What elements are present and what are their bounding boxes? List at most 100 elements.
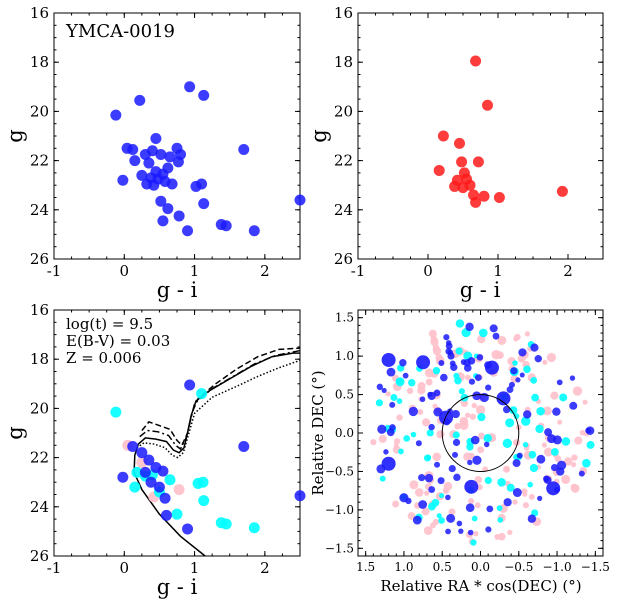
field-star [509,406,518,415]
member-star [486,505,494,513]
field-point [196,388,208,400]
y-tick-label: 24 [30,498,49,516]
member-star [386,428,395,437]
y-tick-label: 22 [334,152,353,170]
background-star [454,422,462,430]
background-star [429,522,436,529]
field-point [197,476,209,488]
member-point [153,481,165,493]
field-star [497,478,506,487]
member-star [381,387,387,394]
y-tick-label: 26 [30,250,49,268]
background-star [521,488,528,495]
background-star [436,430,445,439]
y-tick-label: 22 [30,449,49,467]
member-star [399,493,409,503]
data-point [454,137,465,149]
y-tick-label: −1.0 [325,503,354,517]
x-tick-label: 1 [493,262,503,280]
member-star [447,349,454,356]
field-star [470,539,477,546]
member-star [445,528,451,535]
background-star [550,391,559,400]
member-star [399,359,407,367]
x-tick-label: 0 [120,262,130,280]
background-star [448,508,456,516]
x-tick-label: 0.0 [471,560,490,574]
member-star [544,428,553,437]
background-star [546,352,557,363]
data-point [162,203,174,215]
data-point [173,210,185,222]
field-star [535,424,544,434]
field-star [523,365,531,374]
background-star [542,359,548,365]
y-tick-label: −1.5 [325,541,354,555]
y-tick-label: 22 [30,152,49,170]
member-point [184,379,196,391]
member-star [552,407,561,416]
data-point [220,220,232,232]
x-tick-label: -1 [47,559,62,577]
member-star [467,529,474,536]
annotation-ebv: E(B-V) = 0.03 [66,332,170,350]
field-star [497,517,504,523]
field-star [375,399,383,407]
background-star [473,530,479,537]
cluster-label: YMCA-0019 [65,21,175,42]
field-point [110,406,122,418]
field-point [248,522,260,534]
background-star [396,414,403,421]
background-star [442,488,449,494]
y-tick-label: 0.5 [335,388,354,402]
member-star [376,383,384,391]
isochrone-line [137,352,300,454]
x-tick-label: 1.5 [356,560,375,574]
background-star [507,529,513,536]
y-tick-label: 1.5 [335,311,354,325]
field-star [466,443,474,451]
member-star [515,377,521,383]
data-point [294,194,306,206]
data-point [472,156,484,168]
background-point [173,484,185,496]
annotation-z: Z = 0.006 [66,349,141,367]
member-star [474,374,482,382]
member-star [418,500,428,509]
x-tick-label: 1 [190,559,200,577]
field-star [423,454,431,462]
background-star [522,502,530,509]
field-star [505,418,515,428]
background-star [464,412,471,418]
member-star [536,454,546,464]
panel-top-left: -1 0 1 2 16 18 20 22 24 26 YMCA-0019 g - i g [3,4,306,302]
field-star [436,513,442,519]
x-tick-label: −1.0 [542,560,571,574]
member-star [530,343,539,352]
member-star [512,459,521,468]
background-star [392,500,400,508]
member-star [485,384,492,391]
member-star [452,451,459,458]
background-star [415,488,424,497]
background-star [435,353,443,361]
x-tick-label: −0.5 [504,560,533,574]
y-tick-label: 18 [30,53,49,71]
data-point [136,169,148,181]
member-star [516,452,523,459]
member-star [419,396,426,403]
member-star [467,459,473,466]
member-star [440,373,448,382]
member-star [427,391,433,398]
member-point [159,492,171,504]
data-point [470,55,482,67]
data-point [470,196,482,208]
field-star [438,517,445,524]
field-star [452,431,460,439]
background-star [570,461,577,468]
data-point [134,94,146,106]
member-star [527,514,537,523]
background-star [469,413,477,420]
member-star [412,515,422,525]
